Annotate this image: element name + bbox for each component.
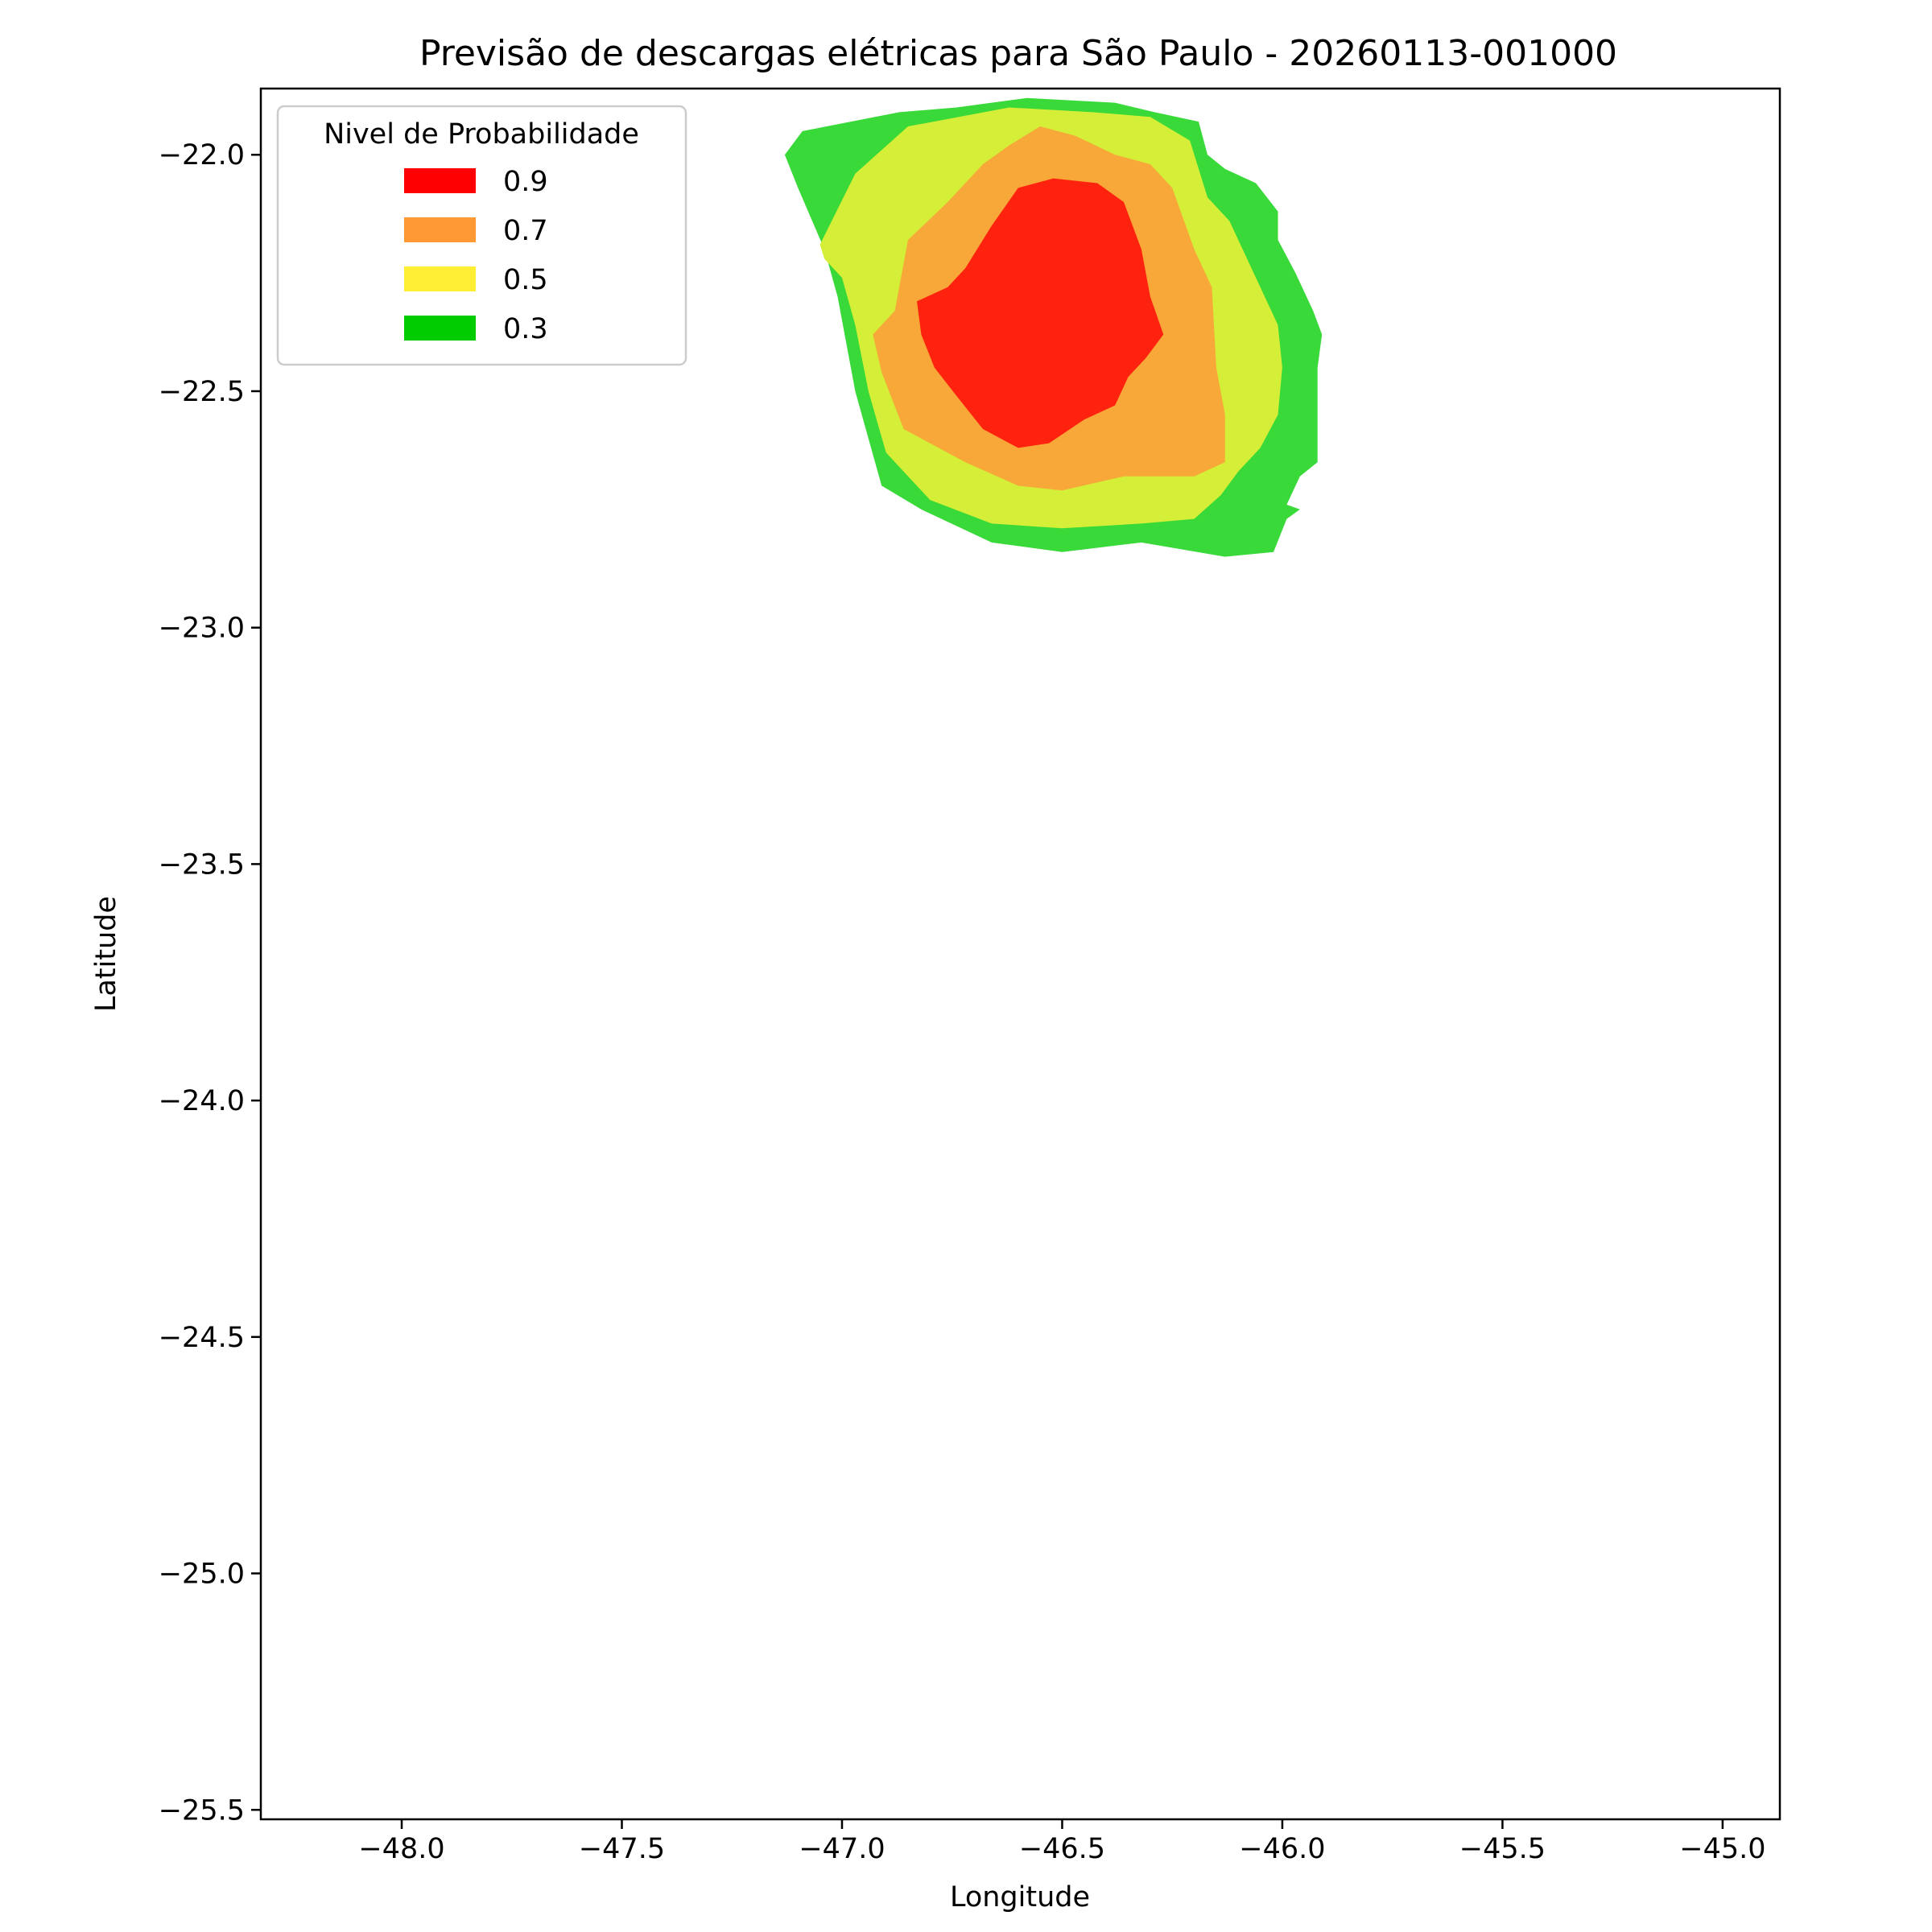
y-tick-label: −22.0 [159,139,245,171]
y-tick-label: −25.0 [159,1558,245,1591]
y-axis-label: Latitude [90,896,122,1012]
x-tick-label: −45.0 [1679,1833,1765,1865]
y-tick-label: −25.5 [159,1794,245,1827]
x-tick-label: −46.5 [1019,1833,1105,1865]
legend-swatch [404,217,476,242]
legend-swatch [404,168,476,193]
contour-level-0-9 [917,178,1164,448]
x-tick-label: −45.5 [1459,1833,1546,1865]
x-axis-label: Longitude [950,1881,1090,1913]
legend-label: 0.5 [503,264,548,296]
x-tick-label: −48.0 [358,1833,444,1865]
legend-frame [276,105,687,366]
chart-title: Previsão de descargas elétricas para São… [419,33,1617,74]
legend-swatch [404,316,476,341]
y-tick-label: −23.0 [159,613,245,645]
x-axis: −48.0 −47.5 −47.0 −46.5 −46.0 −45.5 −45.0 [358,1819,1766,1865]
y-tick-label: −24.5 [159,1322,245,1354]
y-tick-label: −23.5 [159,848,245,881]
legend-entries: 0.9 0.7 0.5 0.3 [404,166,548,345]
legend-swatch [404,266,476,291]
y-tick-label: −24.0 [159,1085,245,1117]
plot-frame [259,87,1781,1821]
y-axis: −22.0 −22.5 −23.0 −23.5 −24.0 −24.5 −25.0 −25.5 [159,139,261,1827]
x-tick-label: −47.0 [799,1833,885,1865]
x-tick-label: −47.5 [579,1833,665,1865]
x-tick-label: −46.0 [1239,1833,1325,1865]
legend-label: 0.7 [503,215,548,247]
legend-title: Nivel de Probabilidade [324,118,639,151]
y-tick-label: −22.5 [159,376,245,408]
contour-layer [784,97,1323,557]
legend-label: 0.3 [503,313,548,345]
legend: Nivel de Probabilidade 0.9 0.7 0.5 0.3 [276,105,687,366]
legend-label: 0.9 [503,166,548,198]
